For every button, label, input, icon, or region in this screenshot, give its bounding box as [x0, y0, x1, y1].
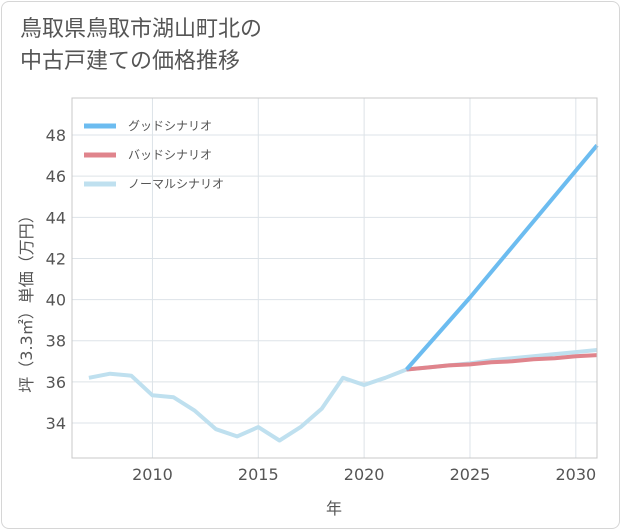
y-tick-label-36: 36 — [46, 373, 66, 392]
series-line-0 — [405, 144, 599, 371]
y-tick-label-46: 46 — [46, 167, 66, 186]
x-tick-label-2025: 2025 — [450, 465, 491, 484]
x-tick-label-2015: 2015 — [238, 465, 279, 484]
legend-label-1: バッドシナリオ — [128, 148, 212, 162]
x-tick-label-2020: 2020 — [344, 465, 385, 484]
chart-title-line-2: 中古戸建ての価格推移 — [20, 49, 241, 74]
legend-label-0: グッドシナリオ — [128, 119, 212, 133]
series-line-1 — [406, 353, 598, 372]
chart-title-line-1: 鳥取県鳥取市湖山町北の — [20, 17, 263, 42]
x-axis-title: 年 — [326, 499, 342, 518]
series-lines — [88, 144, 599, 443]
grid-lines — [72, 98, 597, 458]
y-tick-label-42: 42 — [46, 249, 66, 268]
x-tick-label-2030: 2030 — [555, 465, 596, 484]
y-tick-label-38: 38 — [46, 332, 66, 351]
legend-label-2: ノーマルシナリオ — [128, 177, 224, 191]
plot-area-border — [71, 97, 598, 459]
y-tick-label-44: 44 — [46, 208, 66, 227]
x-tick-label-2010: 2010 — [132, 465, 173, 484]
y-tick-label-40: 40 — [46, 291, 66, 310]
y-tick-label-48: 48 — [46, 126, 66, 145]
chart-title: 鳥取県鳥取市湖山町北の 中古戸建ての価格推移 — [20, 14, 262, 78]
y-axis-title: 坪（3.3㎡）単価（万円） — [17, 207, 36, 392]
series-line-2 — [88, 348, 598, 443]
tick-labels: 34 36 38 40 42 44 46 48 2010 2015 2020 2025 2030 — [46, 126, 597, 484]
y-tick-label-34: 34 — [46, 414, 66, 433]
